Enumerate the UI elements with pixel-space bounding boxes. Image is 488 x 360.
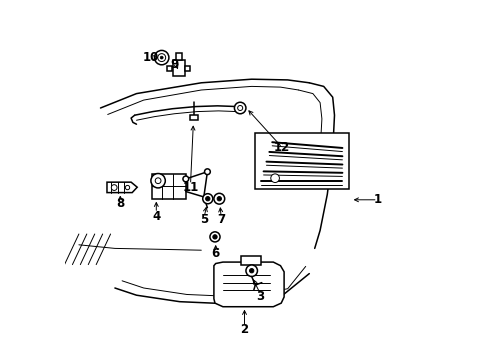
Circle shape bbox=[217, 197, 221, 201]
Bar bbox=[151, 174, 185, 199]
Circle shape bbox=[212, 235, 217, 239]
Bar bbox=[167, 66, 172, 71]
Circle shape bbox=[111, 185, 117, 190]
Text: 5: 5 bbox=[200, 213, 208, 226]
Text: 8: 8 bbox=[116, 197, 124, 210]
Bar bbox=[241, 256, 260, 265]
Text: 6: 6 bbox=[211, 247, 220, 260]
Circle shape bbox=[160, 56, 163, 59]
Text: 1: 1 bbox=[373, 193, 381, 206]
Circle shape bbox=[213, 193, 224, 204]
Circle shape bbox=[205, 197, 209, 201]
Text: 11: 11 bbox=[182, 181, 198, 194]
Circle shape bbox=[249, 269, 253, 273]
Circle shape bbox=[234, 102, 245, 114]
Circle shape bbox=[203, 194, 212, 204]
Text: 4: 4 bbox=[152, 210, 160, 222]
Circle shape bbox=[204, 169, 210, 175]
Bar bbox=[172, 60, 185, 76]
Polygon shape bbox=[213, 262, 284, 307]
Text: 9: 9 bbox=[170, 58, 178, 71]
Circle shape bbox=[151, 174, 165, 188]
Bar bbox=[190, 115, 197, 120]
Text: 7: 7 bbox=[217, 213, 224, 226]
Circle shape bbox=[154, 50, 168, 65]
Circle shape bbox=[209, 232, 220, 242]
Bar bbox=[255, 133, 348, 189]
Circle shape bbox=[270, 174, 279, 183]
Text: 3: 3 bbox=[256, 291, 264, 303]
Bar bbox=[185, 66, 190, 71]
Text: 12: 12 bbox=[274, 141, 290, 154]
Text: 2: 2 bbox=[240, 323, 248, 336]
Circle shape bbox=[125, 185, 129, 190]
Circle shape bbox=[158, 54, 165, 62]
Text: 10: 10 bbox=[142, 51, 159, 64]
Circle shape bbox=[245, 265, 257, 276]
Polygon shape bbox=[107, 182, 137, 193]
Circle shape bbox=[155, 178, 161, 184]
Circle shape bbox=[237, 105, 242, 111]
Circle shape bbox=[183, 176, 188, 182]
Bar bbox=[176, 53, 182, 60]
